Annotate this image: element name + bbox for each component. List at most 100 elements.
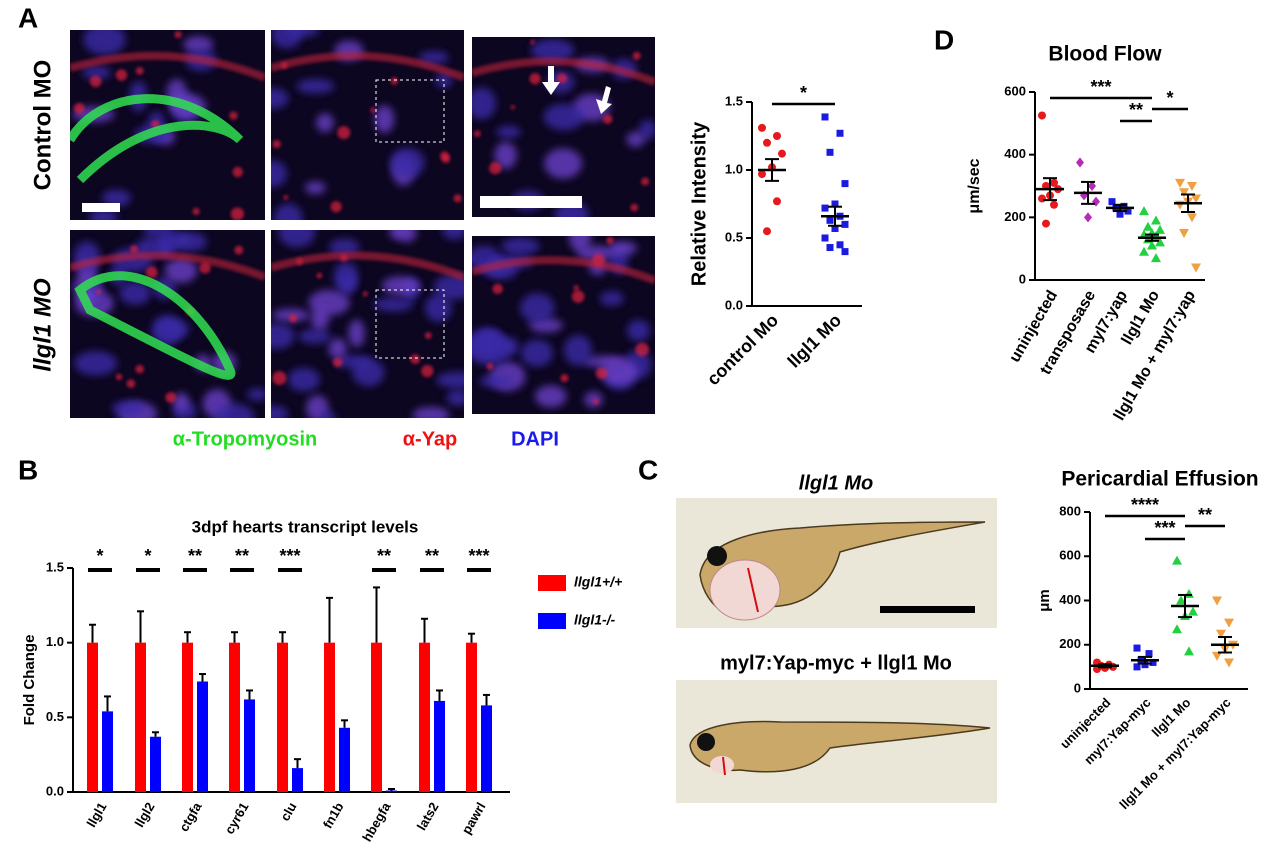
arrow xyxy=(596,86,612,114)
yap-signal xyxy=(489,161,502,175)
bar xyxy=(277,642,288,792)
yap-signal xyxy=(492,283,503,295)
yap-signal xyxy=(410,354,421,365)
yap-signal xyxy=(232,166,243,178)
sig-label: ** xyxy=(1198,505,1212,525)
point xyxy=(1147,240,1157,250)
point xyxy=(826,216,834,224)
point xyxy=(826,244,834,252)
yap-signal xyxy=(199,262,211,274)
yap-signal xyxy=(424,332,432,340)
row-label: Control MO xyxy=(29,60,56,191)
sig-label: *** xyxy=(468,546,489,566)
point xyxy=(831,224,839,232)
nucleus xyxy=(494,141,517,169)
x-tick-label: hbegfa xyxy=(359,799,394,844)
point xyxy=(1151,253,1161,263)
point xyxy=(1133,644,1141,652)
y-tick-label: 200 xyxy=(1059,636,1081,651)
nucleus xyxy=(271,405,289,418)
yap-signal xyxy=(126,379,136,388)
nucleus xyxy=(412,406,450,418)
sig-label: *** xyxy=(1154,518,1175,538)
x-tick-label: control Mo xyxy=(703,310,782,389)
stain-label: α-Yap xyxy=(403,428,458,450)
point xyxy=(1108,198,1116,206)
yap-signal xyxy=(229,111,238,120)
legend-swatch xyxy=(538,575,566,591)
nucleus xyxy=(599,291,624,306)
stain-label: DAPI xyxy=(511,428,559,450)
nucleus xyxy=(425,293,452,322)
y-axis-label: Fold Change xyxy=(21,635,38,726)
nucleus xyxy=(173,232,207,252)
nucleus xyxy=(119,281,151,305)
panel-label: B xyxy=(18,454,38,485)
bar xyxy=(197,681,208,792)
bar xyxy=(481,705,492,792)
nucleus xyxy=(544,148,583,179)
point xyxy=(1151,215,1161,225)
yap-signal xyxy=(602,114,613,124)
point xyxy=(1187,213,1197,223)
sig-label: * xyxy=(800,83,807,103)
image-area xyxy=(70,30,655,418)
nucleus xyxy=(298,329,332,344)
image-label: llgl1 Mo xyxy=(799,472,873,494)
bar xyxy=(229,642,240,792)
yap-signal xyxy=(441,154,451,164)
nucleus xyxy=(271,87,289,109)
scale-bar xyxy=(880,606,975,613)
bar xyxy=(324,642,335,792)
nucleus xyxy=(530,39,575,63)
fish-image xyxy=(676,498,997,803)
yap-signal xyxy=(288,314,298,323)
red-band xyxy=(472,256,655,285)
point xyxy=(1116,210,1124,218)
bar xyxy=(244,699,255,792)
nucleus xyxy=(433,274,464,300)
bar xyxy=(419,642,430,792)
point xyxy=(1175,178,1185,188)
point xyxy=(1076,157,1084,168)
bar xyxy=(466,642,477,792)
yap-signal xyxy=(362,291,368,297)
bar xyxy=(434,700,445,792)
yap-signal xyxy=(390,77,399,85)
point xyxy=(1155,237,1165,247)
nucleus xyxy=(304,181,326,195)
point xyxy=(1124,207,1132,215)
bar xyxy=(102,711,113,792)
bar xyxy=(182,642,193,792)
sig-label: ** xyxy=(425,546,439,566)
x-tick-label: fn1b xyxy=(320,800,347,831)
nucleus xyxy=(172,392,190,411)
point xyxy=(1092,196,1100,207)
point xyxy=(1149,658,1157,666)
point xyxy=(1038,194,1046,203)
nucleus xyxy=(626,131,645,147)
tropomyosin xyxy=(70,94,244,184)
nucleus xyxy=(151,314,183,346)
red-band xyxy=(70,51,265,82)
yap-signal xyxy=(129,245,139,254)
nucleus xyxy=(446,390,464,406)
yap-signal xyxy=(330,201,342,213)
yap-signal xyxy=(453,194,462,203)
red-band xyxy=(271,51,464,82)
point xyxy=(841,220,849,228)
y-tick-label: 0.0 xyxy=(46,783,64,798)
point xyxy=(1133,663,1141,671)
yap-signal xyxy=(529,73,541,85)
nucleus xyxy=(563,335,592,366)
yap-signal xyxy=(573,285,580,291)
yap-signal xyxy=(174,30,182,39)
y-tick-label: 400 xyxy=(1004,146,1026,161)
point xyxy=(1216,629,1226,639)
micrograph xyxy=(271,230,464,418)
y-tick-label: 200 xyxy=(1004,209,1026,224)
y-tick-label: 1.0 xyxy=(725,161,743,176)
y-tick-label: 0.5 xyxy=(46,709,64,724)
nucleus xyxy=(142,230,177,238)
yap-signal xyxy=(332,357,343,368)
